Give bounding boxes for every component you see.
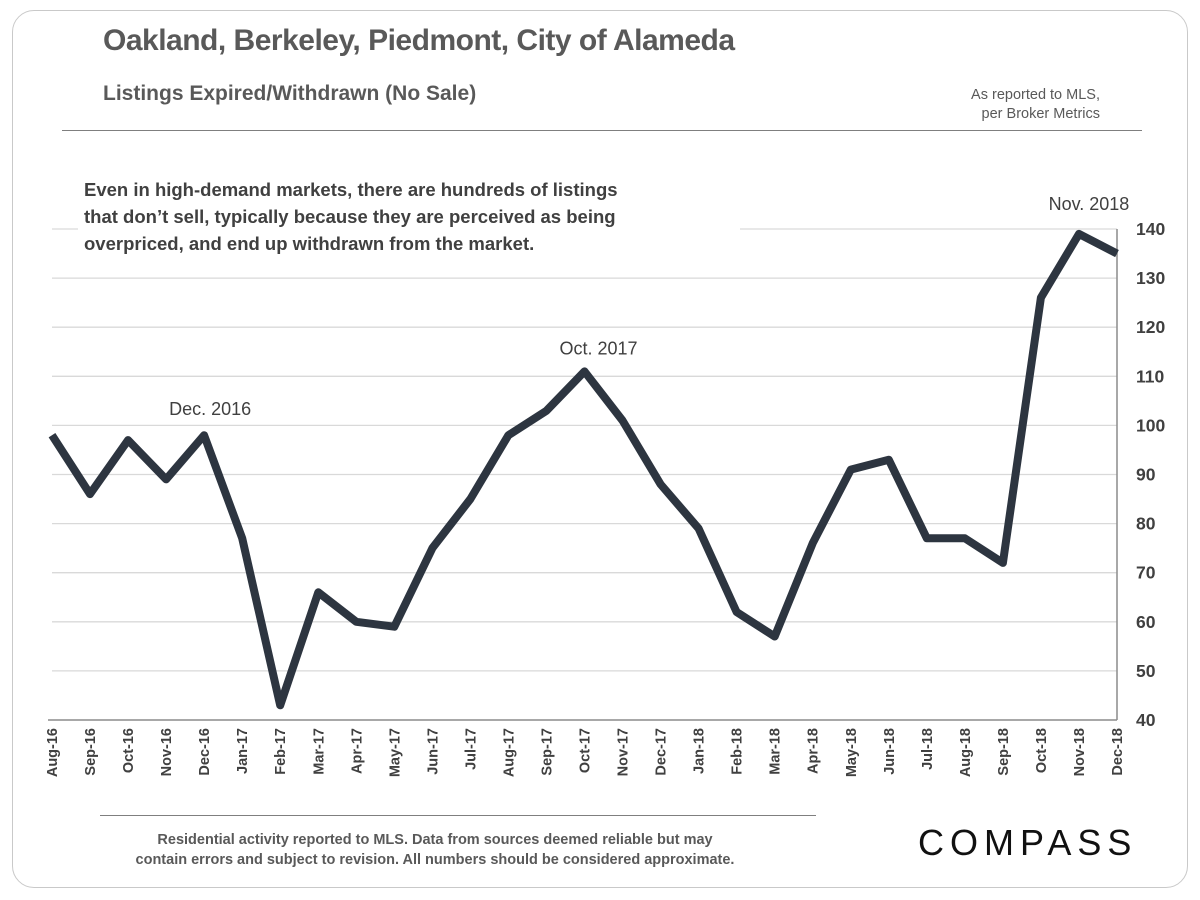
annotations: Dec. 2016 Oct. 2017 Nov. 2018 [169,194,1129,419]
x-tick-label: Jan-18 [692,728,708,774]
source-note: As reported to MLS, per Broker Metrics [840,86,1100,124]
chart-subtitle: Listings Expired/Withdrawn (No Sale) [103,82,477,105]
x-tick-label: Sep-18 [996,728,1012,776]
annotation-label: Nov. 2018 [1049,194,1130,214]
x-tick-labels: Aug-16 Sep-16 Oct-16 Nov-16 Dec-16 Jan-17 Feb-… [45,728,1126,777]
x-tick-label: May-18 [844,728,860,777]
x-tick-label: Jan-17 [235,728,251,774]
series-layer [48,229,1119,710]
chart-title: Oakland, Berkeley, Piedmont, City of Ala… [103,24,735,57]
x-tick-label: Nov-18 [1072,728,1088,776]
y-tick-label: 120 [1136,317,1165,337]
x-tick-label: Sep-17 [539,728,555,776]
commentary-line-2: that don’t sell, typically because they … [84,206,616,227]
compass-logo: COMPASS [918,822,1138,863]
y-tick-label: 50 [1136,661,1156,681]
y-tick-label: 130 [1136,268,1165,288]
header-divider [62,130,1142,131]
y-tick-label: 60 [1136,612,1156,632]
x-tick-label: Apr-18 [806,728,822,774]
x-tick-label: Mar-18 [768,728,784,775]
x-tick-label: Jul-18 [920,728,936,770]
x-tick-label: Oct-16 [121,728,137,773]
x-tick-label: Oct-17 [578,728,594,773]
x-tick-label: May-17 [387,728,403,777]
footer-disclaimer: Residential activity reported to MLS. Da… [90,830,780,870]
x-tick-label: Aug-17 [501,728,517,777]
footer-line-1: Residential activity reported to MLS. Da… [157,832,713,848]
x-tick-label: Aug-16 [45,728,61,777]
source-line-2: per Broker Metrics [981,106,1100,122]
y-tick-label: 100 [1136,415,1165,435]
axes [48,229,1118,721]
x-tick-label: Jun-17 [425,728,441,775]
footer-line-2: contain errors and subject to revision. … [135,852,735,868]
x-tick-label: Nov-17 [616,728,632,776]
commentary-line-1: Even in high-demand markets, there are h… [84,179,618,200]
x-tick-label: Dec-16 [197,728,213,776]
y-tick-label: 70 [1136,563,1156,583]
x-tick-label: Sep-16 [83,728,99,776]
footer-divider [100,815,816,816]
annotation-label: Oct. 2017 [559,338,637,358]
x-tick-label: Feb-17 [273,728,289,775]
y-tick-label: 40 [1136,710,1156,730]
y-tick-label: 110 [1136,366,1164,386]
series-line [48,229,1119,710]
commentary-line-3: overpriced, and end up withdrawn from th… [84,233,535,254]
x-tick-label: Mar-17 [311,728,327,775]
annotation-label: Dec. 2016 [169,399,251,419]
y-tick-labels: 40 50 60 70 80 90 100 110 120 130 140 [1136,219,1165,730]
x-tick-label: Aug-18 [958,728,974,777]
x-tick-label: Jul-17 [463,728,479,770]
x-tick-label: Dec-17 [654,728,670,776]
y-tick-label: 90 [1136,465,1156,485]
x-tick-label: Oct-18 [1034,728,1050,773]
x-tick-label: Apr-17 [349,728,365,774]
commentary-box: Even in high-demand markets, there are h… [78,174,740,259]
x-tick-label: Dec-18 [1110,728,1126,776]
y-tick-label: 80 [1136,514,1156,534]
y-tick-label: 140 [1136,219,1165,239]
x-tick-label: Nov-16 [159,728,175,776]
x-tick-label: Feb-18 [730,728,746,775]
x-tick-label: Jun-18 [882,728,898,775]
source-line-1: As reported to MLS, [971,87,1100,103]
